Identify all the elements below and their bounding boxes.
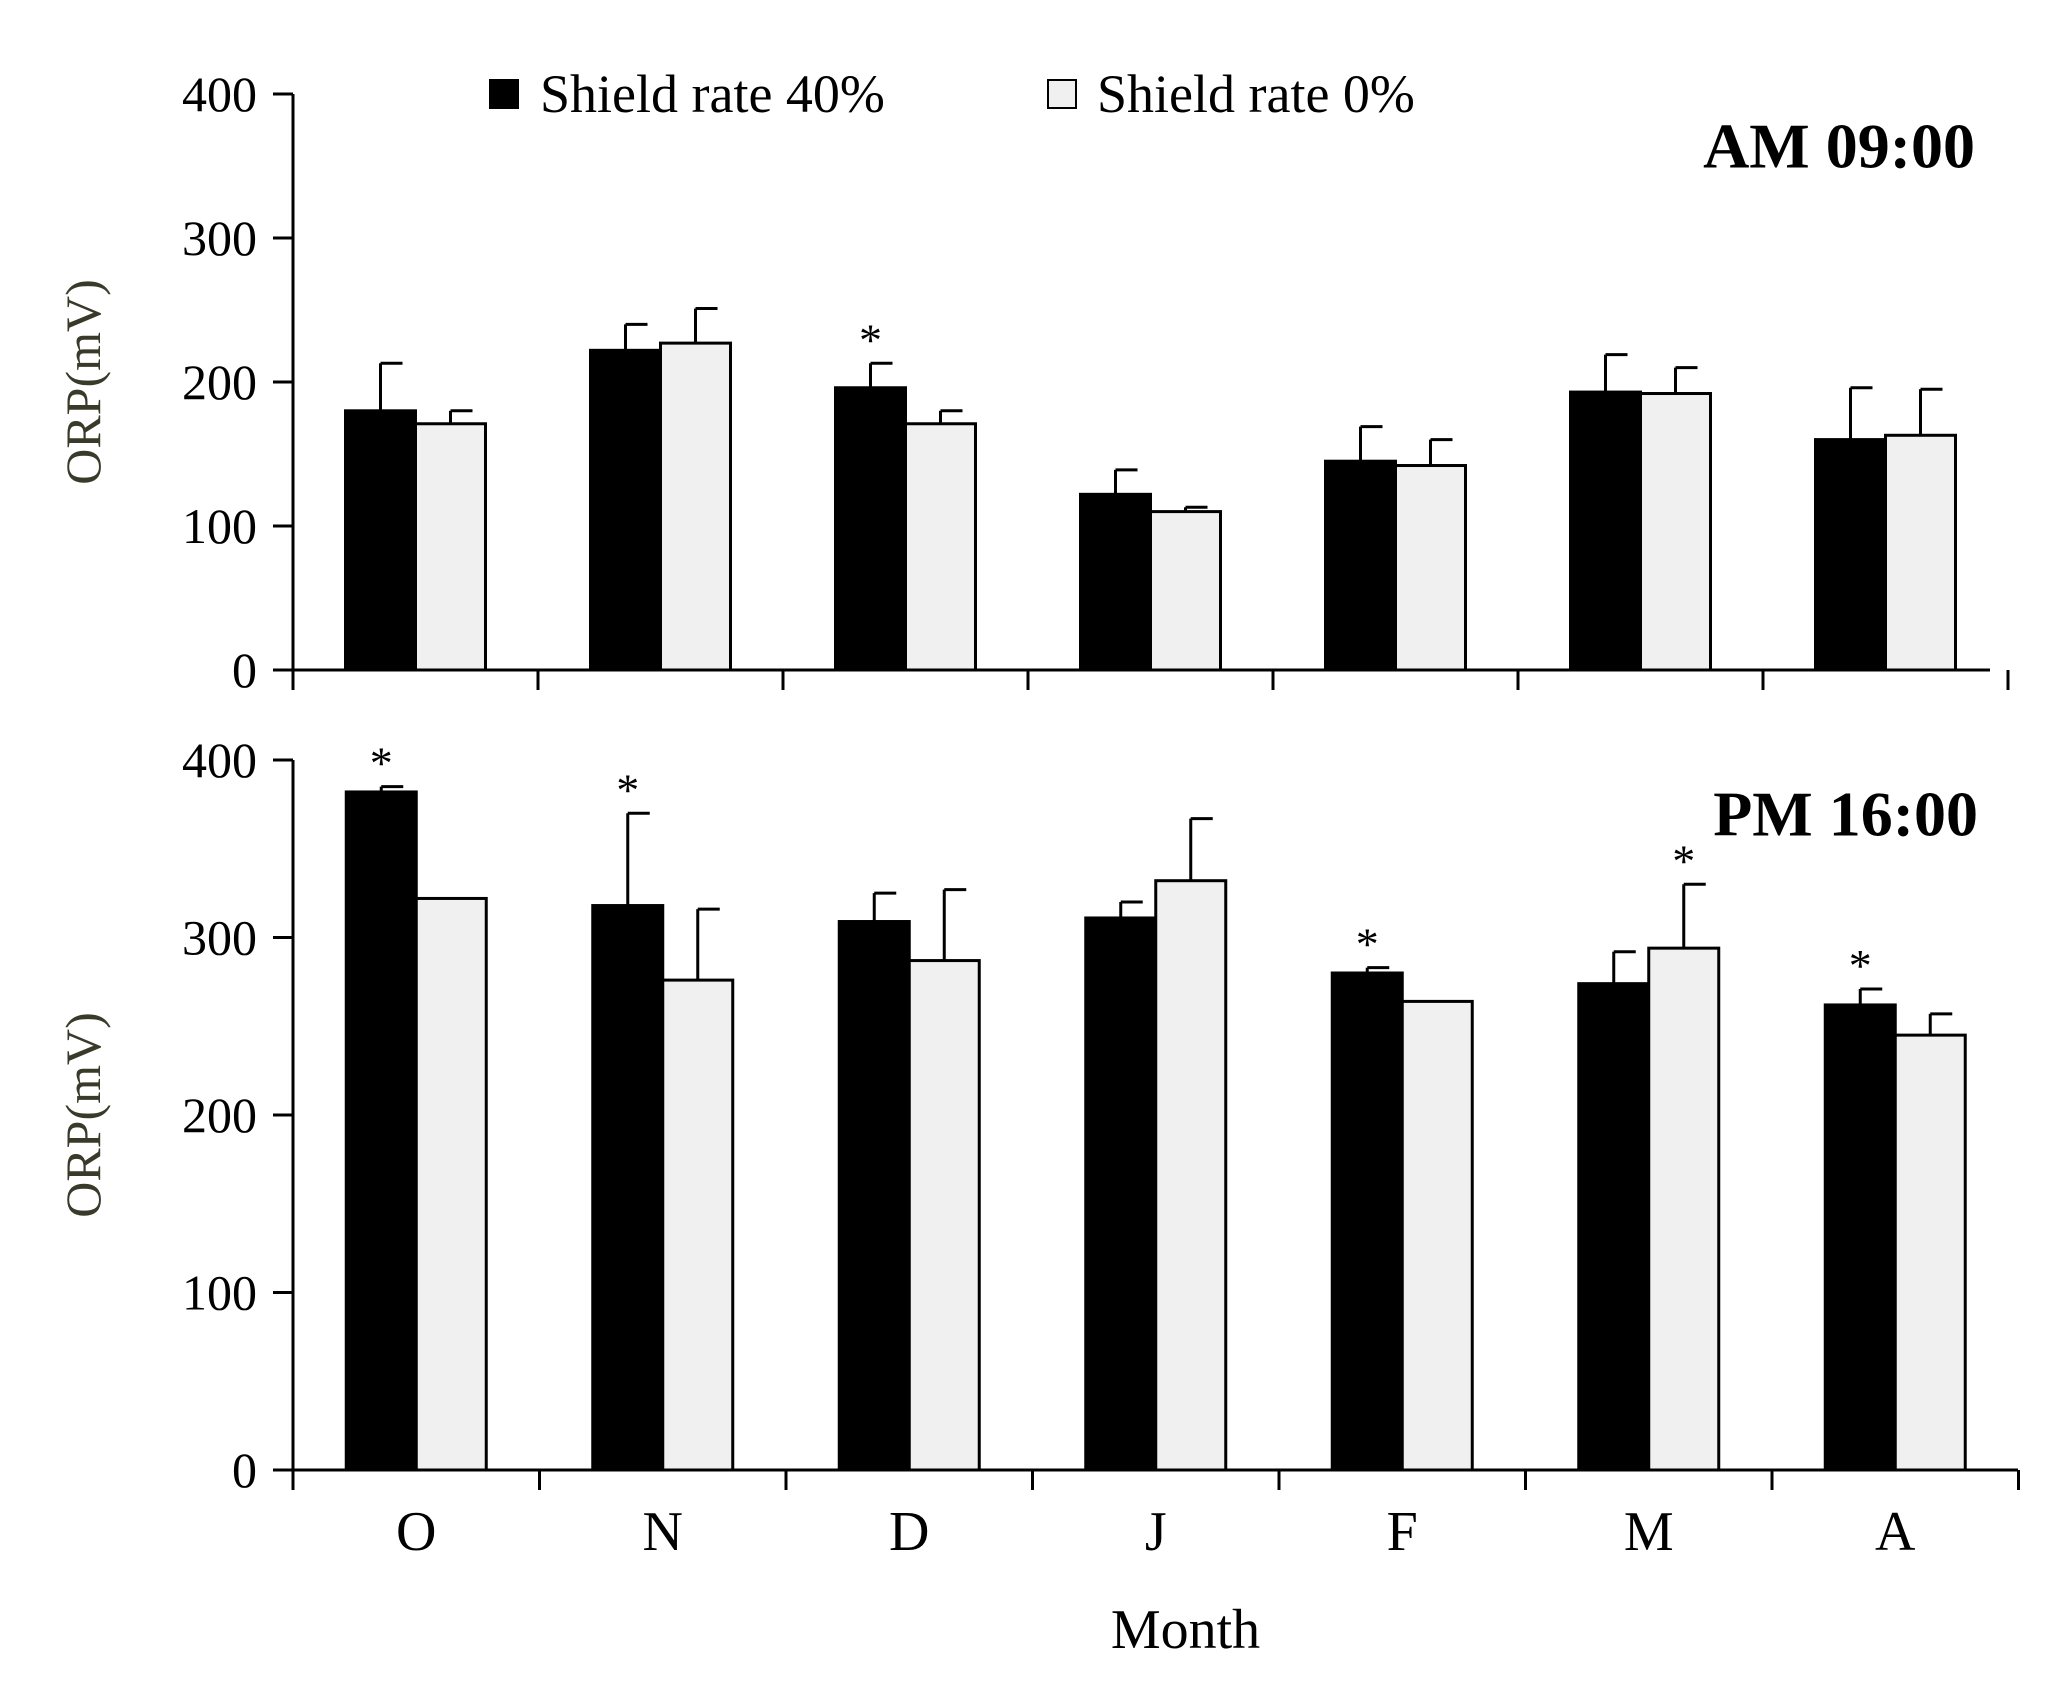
bar-shield-40-N [591, 904, 665, 1472]
panel-pm: 0 100 200 300 400 ORP(mV) PM 16:00 * O * N D J * F * M * A… [55, 732, 2020, 1661]
significance-marker-M: * [1672, 835, 1695, 886]
y-tick-label: 400 [182, 66, 257, 122]
x-tick-label-J: J [1145, 1501, 1167, 1563]
bar-shield-0-J [1154, 879, 1228, 1472]
x-tick-label-F: F [1387, 1501, 1418, 1563]
bar-shield-0-J [1149, 510, 1222, 672]
y-tick-label: 200 [182, 354, 257, 410]
bar-shield-40-J [1079, 492, 1152, 672]
y-tick-label: 200 [182, 1087, 257, 1143]
bar-shield-0-A [1893, 1033, 1967, 1472]
bar-shield-0-O [414, 896, 488, 1472]
bar-shield-40-O [344, 790, 418, 1472]
bar-shield-0-N [659, 341, 732, 672]
bar-shield-0-F [1400, 999, 1474, 1472]
bar-shield-40-M [1569, 390, 1642, 672]
bar-shield-40-F [1324, 459, 1397, 672]
x-tick-label-N: N [643, 1501, 683, 1563]
x-tick-label-A: A [1875, 1501, 1916, 1563]
bar-shield-40-J [1084, 916, 1158, 1472]
legend-swatch-shield-0 [1047, 79, 1077, 109]
bar-shield-40-D [834, 386, 907, 672]
significance-marker-N: * [616, 764, 639, 815]
legend-label-shield-0: Shield rate 0% [1097, 64, 1415, 124]
bar-shield-0-D [907, 959, 981, 1472]
significance-marker-F: * [1356, 919, 1379, 970]
bar-shield-0-O [414, 422, 487, 672]
legend: Shield rate 40% Shield rate 0% [489, 64, 1415, 124]
bar-shield-0-N [661, 978, 735, 1472]
legend-swatch-shield-40 [489, 79, 519, 109]
bar-shield-40-F [1330, 971, 1404, 1472]
y-tick-label: 100 [182, 1265, 257, 1321]
y-axis-label: ORP(mV) [55, 279, 111, 485]
bar-shield-40-A [1823, 1003, 1897, 1472]
bar-shield-0-D [904, 422, 977, 672]
x-tick-label-D: D [889, 1501, 929, 1563]
bar-shield-40-A [1814, 438, 1887, 672]
bar-shield-0-M [1647, 946, 1721, 1472]
y-tick-label: 0 [232, 1442, 257, 1498]
bar-shield-40-M [1577, 982, 1651, 1472]
y-tick-label: 0 [232, 642, 257, 698]
x-axis-label: Month [1111, 1599, 1260, 1661]
panel-title: AM 09:00 [1703, 111, 1975, 182]
y-tick-label: 300 [182, 210, 257, 266]
y-tick-label: 400 [182, 732, 257, 788]
y-tick-label: 300 [182, 910, 257, 966]
significance-marker-O: * [370, 738, 393, 789]
significance-marker-A: * [1849, 940, 1872, 991]
x-tick-label-M: M [1624, 1501, 1674, 1563]
bar-shield-40-O [344, 409, 417, 672]
y-axis-label: ORP(mV) [55, 1012, 111, 1218]
bar-shield-0-M [1639, 392, 1712, 672]
y-tick-label: 100 [182, 498, 257, 554]
legend-label-shield-40: Shield rate 40% [540, 64, 885, 124]
bar-shield-0-A [1884, 433, 1957, 672]
panel-am: 0 100 200 300 400 ORP(mV) AM 09:00 * [55, 66, 2010, 698]
bar-shield-40-N [589, 348, 662, 672]
x-tick-label-O: O [396, 1501, 436, 1563]
bar-shield-40-D [837, 920, 911, 1472]
panel-title: PM 16:00 [1713, 779, 1978, 850]
significance-marker-D: * [859, 314, 882, 365]
bar-shield-0-F [1394, 464, 1467, 672]
